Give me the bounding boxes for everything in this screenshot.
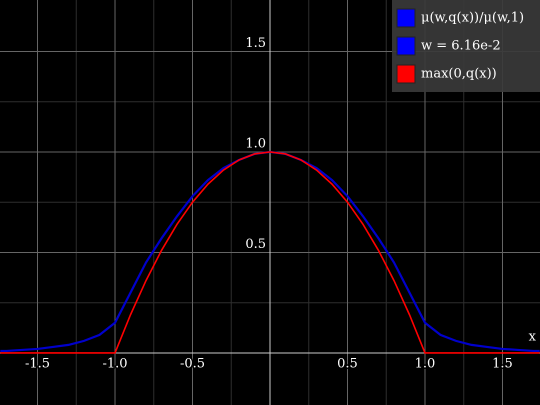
legend-swatch — [396, 8, 416, 28]
y-tick-label: 0.5 — [245, 237, 266, 252]
x-axis-label: x — [529, 329, 537, 344]
legend: μ(w,q(x))/μ(w,1) w = 6.16e-2 max(0,q(x)) — [392, 0, 540, 92]
x-tick-label: 1.5 — [492, 356, 513, 371]
x-tick-label: 0.5 — [337, 356, 358, 371]
legend-label: max(0,q(x)) — [421, 67, 497, 82]
legend-swatch — [396, 64, 416, 84]
x-tick-label: -0.5 — [180, 356, 205, 371]
y-tick-label: 1.5 — [245, 36, 266, 51]
legend-swatch — [396, 36, 416, 56]
legend-box — [392, 0, 540, 92]
series-line — [0, 151, 540, 354]
legend-label: μ(w,q(x))/μ(w,1) — [421, 11, 524, 26]
y-tick-label: 1.0 — [245, 136, 266, 151]
legend-label: w = 6.16e-2 — [421, 39, 501, 54]
x-tick-label: 1.0 — [415, 356, 436, 371]
x-tick-label: -1.5 — [25, 356, 50, 371]
x-tick-label: -1.0 — [102, 356, 127, 371]
